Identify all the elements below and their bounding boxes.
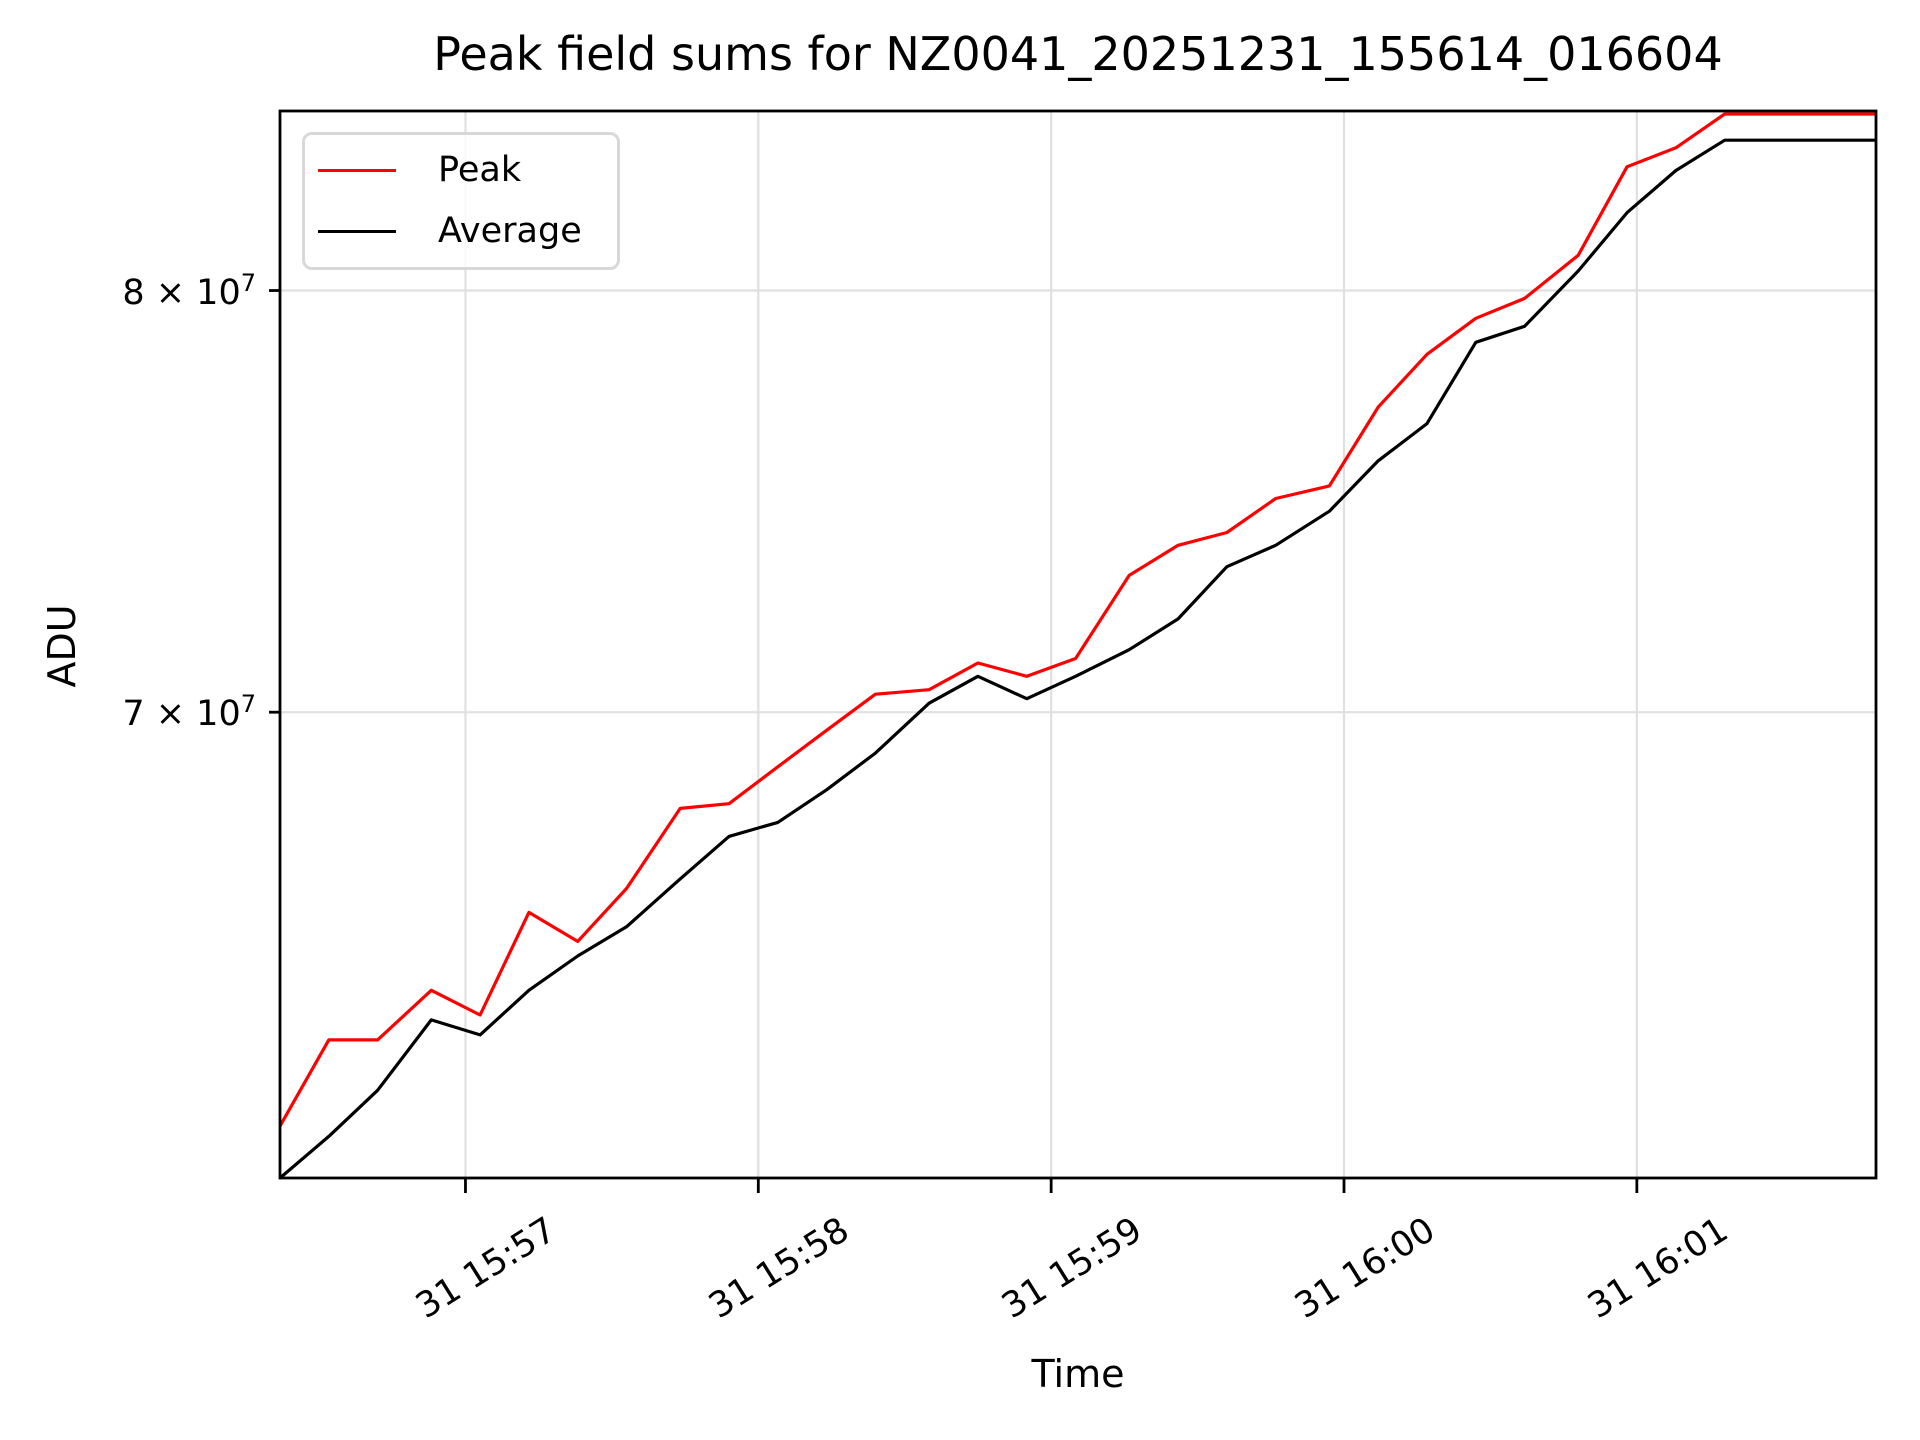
plot-border <box>278 109 1878 1180</box>
average-line-sample <box>318 230 396 233</box>
peak-line-sample <box>318 169 396 172</box>
y-tick-label: 8 × 107 <box>122 268 256 313</box>
peak-series-line <box>278 112 1876 1127</box>
legend-entry-peak: Peak <box>305 153 617 188</box>
chart-title: Peak field sums for NZ0041_20251231_1556… <box>433 27 1723 81</box>
x-axis-label: Time <box>1031 1352 1125 1396</box>
legend-label-average: Average <box>438 211 582 251</box>
y-tick-label: 7 × 107 <box>122 690 256 735</box>
legend-entry-average: Average <box>305 214 617 249</box>
average-series-line <box>278 138 1876 1180</box>
y-axis-label: ADU <box>40 604 84 688</box>
legend: Peak Average <box>302 132 620 270</box>
legend-label-peak: Peak <box>438 150 522 190</box>
